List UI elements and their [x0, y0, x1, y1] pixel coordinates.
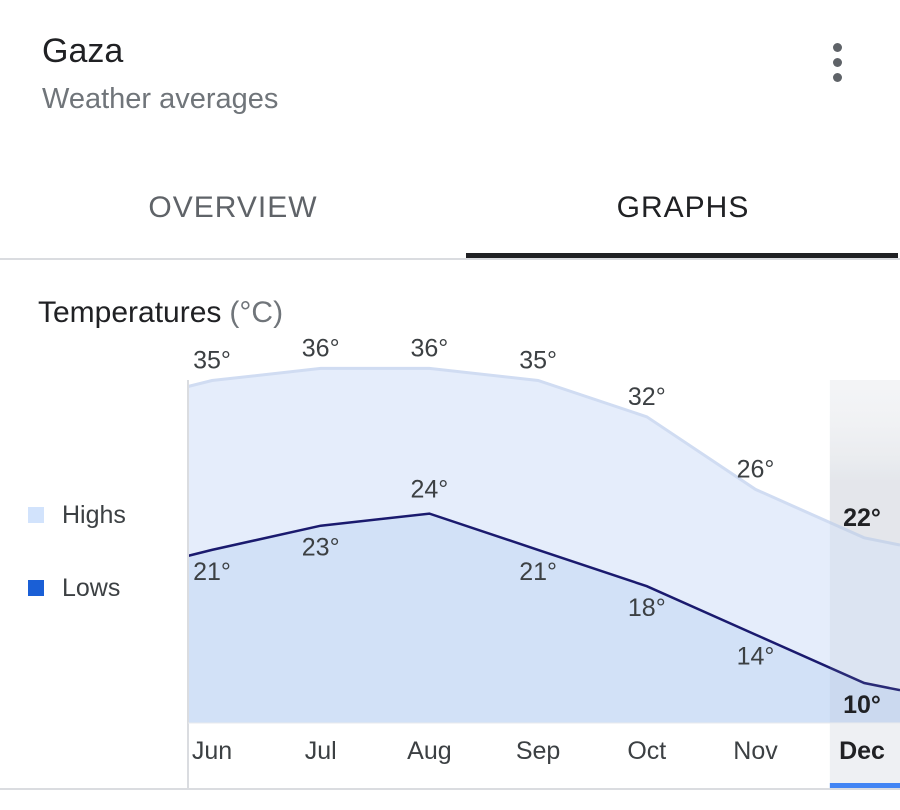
highs-label-jul: 36° [302, 334, 340, 362]
lows-label-jun: 21° [193, 558, 231, 586]
lows-area [188, 513, 900, 723]
location-title: Gaza [42, 32, 124, 70]
legend-label-lows: Lows [62, 573, 121, 602]
highs-label-nov: 26° [737, 455, 775, 483]
highs-label-dec: 22° [843, 504, 881, 532]
highs-label-aug: 36° [410, 334, 448, 362]
highs-label-jun: 35° [193, 347, 231, 375]
tab-overview[interactable]: OVERVIEW [148, 191, 318, 224]
lows-label-nov: 14° [737, 643, 775, 671]
header: Gaza Weather averages [0, 0, 900, 140]
location-subtitle: Weather averages [42, 83, 279, 115]
more-vert-icon[interactable] [816, 40, 860, 86]
legend-swatch-highs [28, 507, 44, 523]
bottom-divider [0, 788, 900, 790]
tab-bar: OVERVIEW GRAPHS [0, 160, 900, 260]
selected-tab-indicator [466, 253, 898, 258]
x-tick-aug: Aug [407, 737, 451, 765]
legend-label-highs: Highs [62, 500, 126, 529]
tab-graphs[interactable]: GRAPHS [466, 160, 900, 258]
x-tick-oct: Oct [627, 737, 666, 765]
highs-label-sep: 35° [519, 347, 557, 375]
lows-label-aug: 24° [410, 476, 448, 504]
selected-column-overlay [829, 380, 900, 723]
lows-label-dec: 10° [843, 691, 881, 719]
section-title-unit: (°C) [229, 296, 284, 329]
x-tick-jul: Jul [305, 737, 337, 765]
lows-label-jul: 23° [302, 534, 340, 562]
legend-item-highs: Highs [28, 500, 126, 530]
x-tick-nov: Nov [733, 737, 778, 765]
lows-label-oct: 18° [628, 594, 666, 622]
x-tick-dec: Dec [839, 737, 885, 765]
legend-swatch-lows [28, 580, 44, 596]
x-tick-jun: Jun [192, 737, 232, 765]
highs-label-oct: 32° [628, 383, 666, 411]
section-title-text: Temperatures [38, 296, 222, 329]
legend-item-lows: Lows [28, 573, 120, 603]
lows-label-sep: 21° [519, 558, 557, 586]
section-title: Temperatures (°C) [38, 296, 283, 330]
highs-line [187, 366, 900, 547]
selected-month-indicator [829, 783, 900, 788]
tab-graphs-label: GRAPHS [616, 191, 750, 224]
lows-line [187, 512, 900, 692]
x-tick-sep: Sep [516, 737, 560, 765]
